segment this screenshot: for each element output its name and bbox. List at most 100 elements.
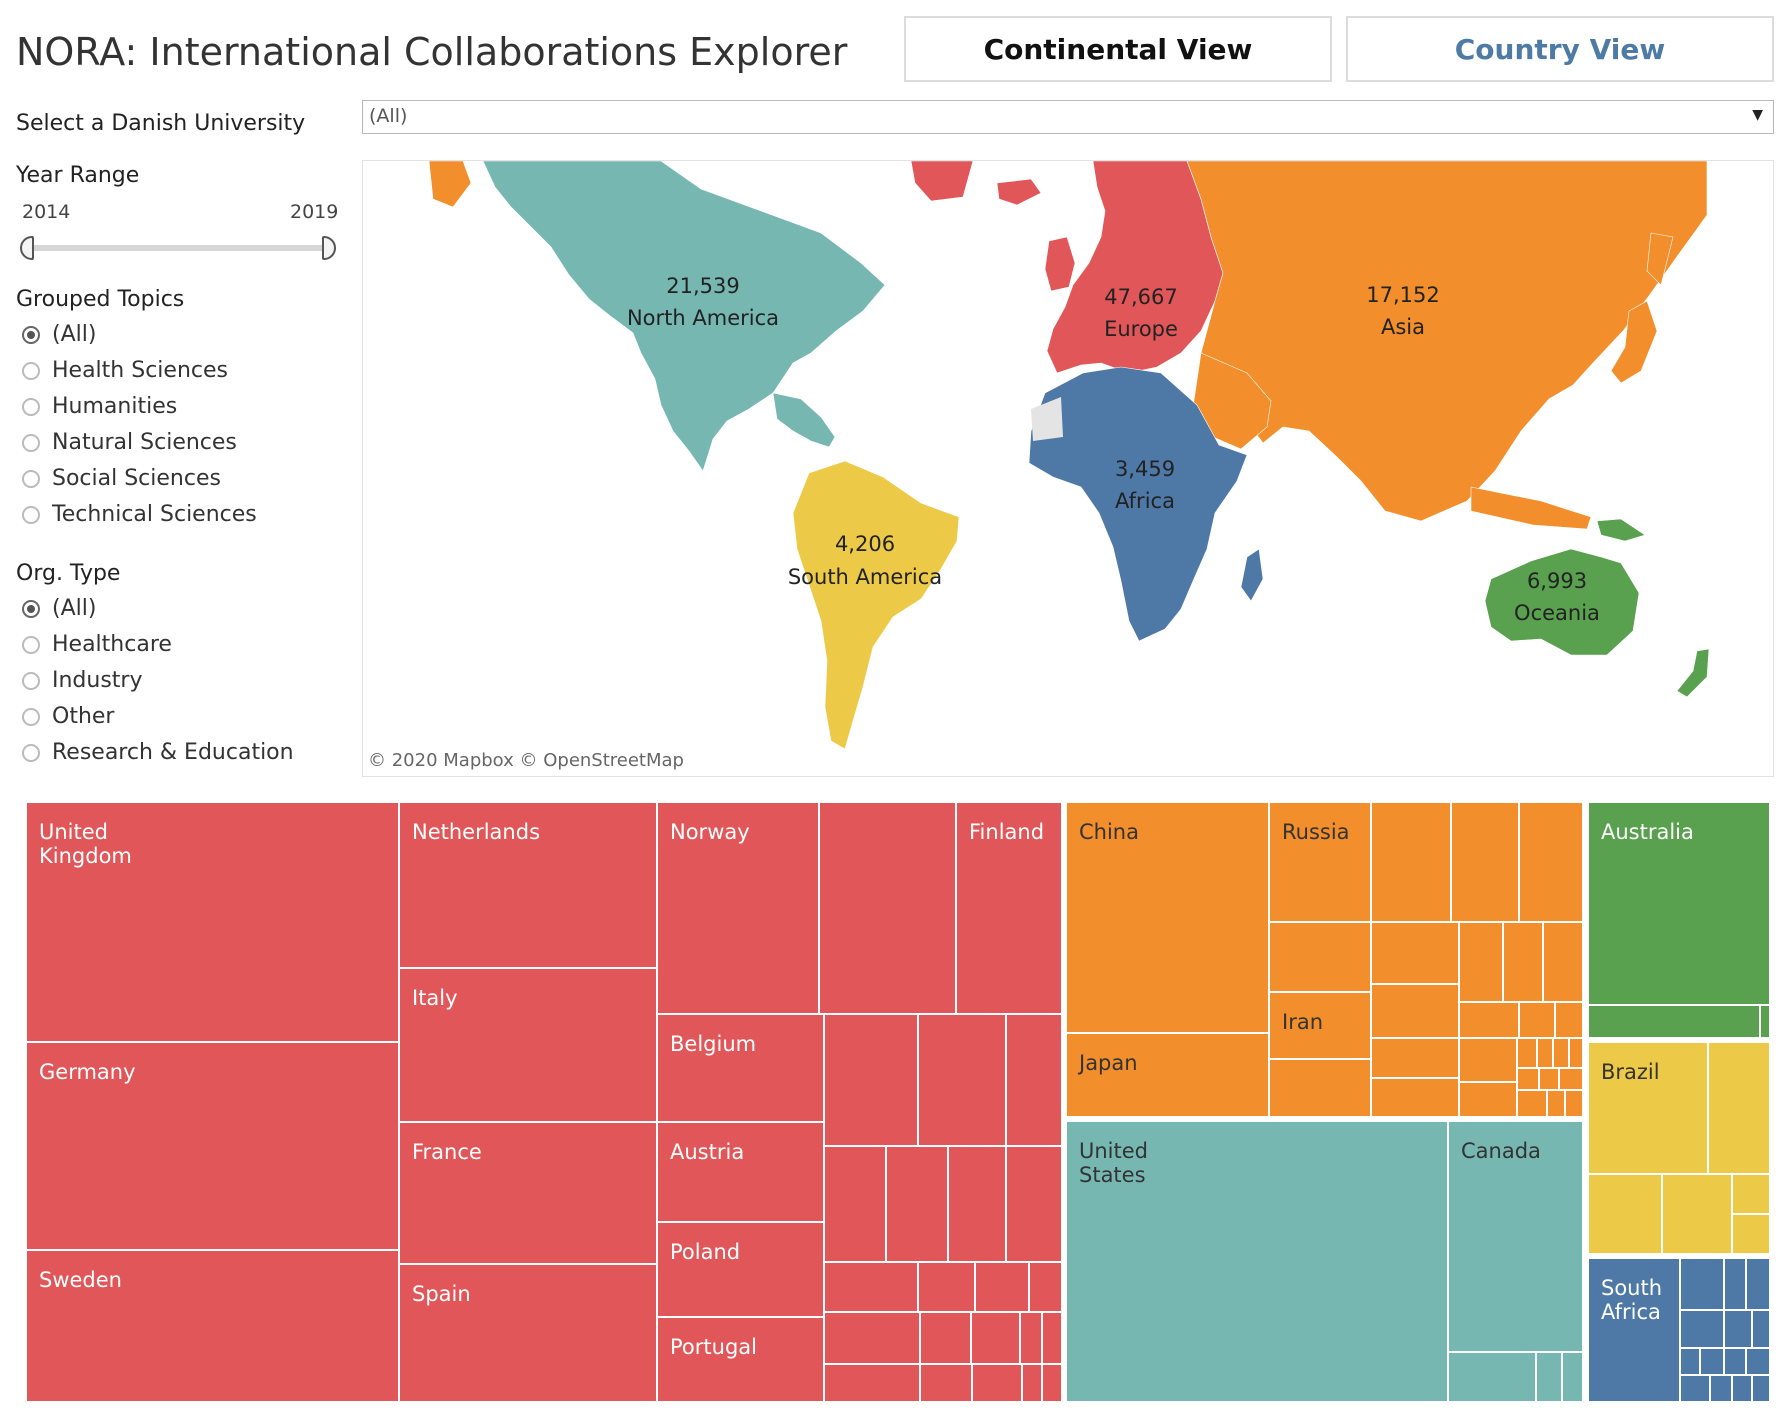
treemap-cell[interactable] <box>1723 1347 1747 1376</box>
treemap-cell[interactable] <box>1751 1374 1771 1403</box>
treemap-cell[interactable] <box>1005 1145 1063 1263</box>
japan-region[interactable] <box>1610 300 1658 384</box>
treemap-cell[interactable] <box>971 1363 1023 1403</box>
treemap-cell[interactable] <box>917 1261 976 1313</box>
treemap-cell[interactable] <box>1558 1067 1584 1091</box>
treemap-cell[interactable] <box>974 1261 1030 1313</box>
treemap-cell[interactable] <box>1450 801 1520 923</box>
treemap-cell[interactable] <box>1516 1067 1540 1091</box>
treemap-cell-canada[interactable] <box>1447 1120 1584 1353</box>
treemap-cell[interactable] <box>1458 1037 1518 1083</box>
year-end-handle[interactable] <box>322 236 336 260</box>
treemap-cell-italy[interactable] <box>398 967 658 1123</box>
western-sahara-region[interactable] <box>1031 397 1063 441</box>
org-type-option[interactable]: (All) <box>22 596 96 621</box>
treemap-cell[interactable] <box>970 1311 1021 1365</box>
treemap-cell-belgium[interactable] <box>656 1013 825 1123</box>
treemap-cell[interactable] <box>1661 1173 1733 1255</box>
treemap-cell[interactable] <box>1041 1311 1063 1365</box>
treemap-cell-japan[interactable] <box>1065 1032 1270 1118</box>
continental-view-button[interactable]: Continental View <box>904 16 1332 82</box>
topic-option[interactable]: Natural Sciences <box>22 430 237 455</box>
treemap-cell-germany[interactable] <box>25 1041 400 1251</box>
radio-button-icon[interactable] <box>22 361 40 380</box>
treemap-cell[interactable] <box>1745 1257 1771 1311</box>
alaska-region[interactable] <box>428 161 472 208</box>
treemap-cell[interactable] <box>1679 1257 1725 1311</box>
treemap-cell[interactable] <box>1019 1311 1043 1365</box>
treemap-cell[interactable] <box>1723 1257 1747 1311</box>
uk-region[interactable] <box>1044 236 1076 292</box>
australia-region[interactable] <box>1484 548 1640 656</box>
treemap-cell[interactable] <box>823 1311 921 1365</box>
radio-button-icon[interactable] <box>22 635 40 654</box>
org-type-option[interactable]: Other <box>22 704 114 729</box>
treemap-cell[interactable] <box>1587 1004 1761 1039</box>
treemap-cell-iran[interactable] <box>1268 991 1372 1060</box>
country-view-button[interactable]: Country View <box>1346 16 1774 82</box>
treemap-cell[interactable] <box>1561 1351 1584 1403</box>
treemap-cell[interactable] <box>1370 1037 1460 1079</box>
treemap-cell[interactable] <box>1005 1013 1063 1147</box>
treemap-cell-portugal[interactable] <box>656 1316 825 1403</box>
topic-option[interactable]: Health Sciences <box>22 358 228 383</box>
treemap-cell[interactable] <box>1731 1213 1771 1255</box>
treemap-cell[interactable] <box>1751 1309 1771 1349</box>
radio-button-icon[interactable] <box>22 743 40 762</box>
treemap-cell[interactable] <box>1542 921 1584 1003</box>
treemap-cell-finland[interactable] <box>955 801 1063 1015</box>
university-dropdown[interactable]: (All) ▼ <box>362 100 1774 134</box>
treemap-cell[interactable] <box>1731 1173 1771 1215</box>
treemap-cell[interactable] <box>1021 1363 1043 1403</box>
treemap-cell[interactable] <box>1552 1037 1570 1069</box>
treemap-cell[interactable] <box>1707 1041 1771 1175</box>
treemap-cell-poland[interactable] <box>656 1221 825 1318</box>
radio-button-icon[interactable] <box>22 505 40 524</box>
treemap-cell[interactable] <box>1536 1037 1554 1069</box>
indonesia-region[interactable] <box>1470 486 1592 530</box>
treemap-cell[interactable] <box>818 801 957 1015</box>
radio-button-icon[interactable] <box>22 433 40 452</box>
treemap-cell[interactable] <box>1679 1309 1725 1349</box>
treemap-cell-russia[interactable] <box>1268 801 1372 923</box>
treemap-cell[interactable] <box>1709 1374 1733 1403</box>
topic-option[interactable]: Technical Sciences <box>22 502 257 527</box>
treemap-cell-us[interactable] <box>1065 1120 1449 1403</box>
treemap-cell[interactable] <box>823 1261 919 1313</box>
south-america-region[interactable] <box>792 460 960 750</box>
treemap-cell[interactable] <box>1370 801 1452 923</box>
treemap-cell-netherlands[interactable] <box>398 801 658 969</box>
treemap-cell[interactable] <box>917 1013 1007 1147</box>
treemap-cell[interactable] <box>1731 1374 1753 1403</box>
treemap-cell[interactable] <box>1587 1173 1663 1255</box>
radio-button-icon[interactable] <box>22 325 40 344</box>
treemap-cell[interactable] <box>1546 1089 1566 1118</box>
treemap-cell[interactable] <box>1041 1363 1063 1403</box>
org-type-option[interactable]: Healthcare <box>22 632 172 657</box>
treemap-cell[interactable] <box>919 1311 972 1365</box>
treemap-cell[interactable] <box>1759 1004 1771 1039</box>
treemap-cell[interactable] <box>1516 1089 1548 1118</box>
radio-button-icon[interactable] <box>22 707 40 726</box>
treemap-cell[interactable] <box>1502 921 1544 1003</box>
treemap-cell[interactable] <box>1568 1037 1584 1069</box>
treemap-cell[interactable] <box>1745 1347 1771 1376</box>
treemap-cell[interactable] <box>1268 921 1372 993</box>
treemap-cell[interactable] <box>885 1145 949 1263</box>
treemap-cell-sweden[interactable] <box>25 1249 400 1403</box>
treemap-cell[interactable] <box>1699 1347 1725 1376</box>
treemap-cell[interactable] <box>1370 1077 1460 1118</box>
radio-button-icon[interactable] <box>22 599 40 618</box>
radio-button-icon[interactable] <box>22 397 40 416</box>
treemap-cell-spain[interactable] <box>398 1263 658 1403</box>
treemap-cell[interactable] <box>823 1013 919 1147</box>
world-map[interactable]: 21,539 North America 47,667 Europe 17,15… <box>362 160 1774 777</box>
papua-region[interactable] <box>1596 518 1646 542</box>
treemap-cell-australia[interactable] <box>1587 801 1771 1006</box>
treemap-cell-south-africa[interactable] <box>1587 1257 1681 1403</box>
org-type-option[interactable]: Research & Education <box>22 740 294 765</box>
madagascar-region[interactable] <box>1240 548 1264 602</box>
treemap-cell[interactable] <box>823 1145 887 1263</box>
year-start-handle[interactable] <box>20 236 34 260</box>
treemap-cell[interactable] <box>1028 1261 1063 1313</box>
